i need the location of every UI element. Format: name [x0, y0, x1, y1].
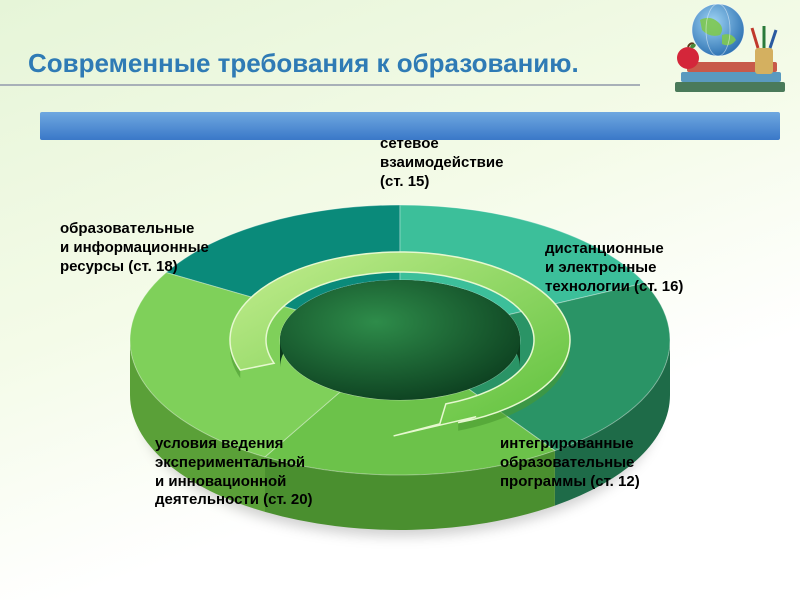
segment-label-l4: условия ведения экспериментальной и инно…	[155, 435, 313, 510]
slide-root: Современные требования к образованию. се…	[0, 0, 800, 600]
segment-label-l3: интегрированные образовательные программ…	[500, 435, 640, 491]
segment-label-l2: дистанционные и электронные технологии (…	[545, 240, 683, 296]
title-underline	[0, 84, 640, 86]
segment-label-l5: образовательные и информационные ресурсы…	[60, 220, 209, 276]
slide-title: Современные требования к образованию.	[28, 48, 579, 79]
title-text: Современные требования к образованию.	[28, 48, 579, 78]
segment-label-l1: сетевое взаимодействие (ст. 15)	[380, 135, 503, 191]
corner-education-icon	[640, 0, 800, 110]
